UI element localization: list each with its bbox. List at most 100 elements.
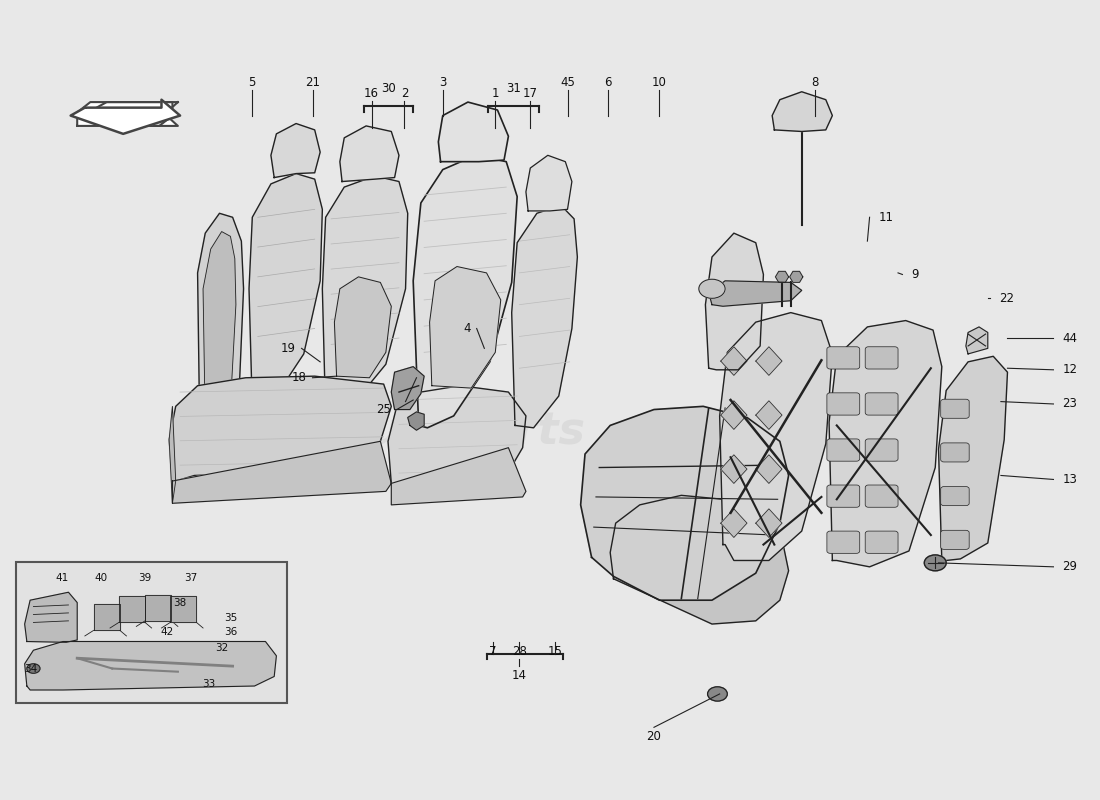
Polygon shape bbox=[966, 327, 988, 354]
Circle shape bbox=[698, 279, 725, 298]
Text: 5: 5 bbox=[249, 75, 256, 89]
Text: 9: 9 bbox=[911, 268, 918, 281]
Text: 40: 40 bbox=[95, 573, 108, 583]
Text: 16: 16 bbox=[364, 86, 380, 100]
Polygon shape bbox=[24, 642, 276, 690]
FancyBboxPatch shape bbox=[866, 393, 898, 415]
Text: 30: 30 bbox=[382, 82, 396, 95]
FancyBboxPatch shape bbox=[866, 346, 898, 369]
Polygon shape bbox=[720, 346, 747, 375]
Circle shape bbox=[924, 555, 946, 571]
Text: 19: 19 bbox=[282, 342, 296, 355]
Polygon shape bbox=[705, 233, 763, 370]
Polygon shape bbox=[938, 356, 1008, 561]
Text: 23: 23 bbox=[1063, 398, 1077, 410]
Text: 6: 6 bbox=[604, 75, 612, 89]
Polygon shape bbox=[790, 271, 803, 282]
Text: 33: 33 bbox=[202, 678, 216, 689]
Text: 11: 11 bbox=[878, 210, 893, 224]
FancyBboxPatch shape bbox=[866, 485, 898, 507]
Polygon shape bbox=[173, 442, 392, 503]
Text: 14: 14 bbox=[512, 669, 527, 682]
Polygon shape bbox=[756, 346, 782, 375]
Polygon shape bbox=[170, 596, 197, 622]
Polygon shape bbox=[414, 155, 517, 428]
Polygon shape bbox=[77, 102, 173, 126]
Text: 29: 29 bbox=[1063, 560, 1077, 574]
Circle shape bbox=[707, 686, 727, 701]
Text: 38: 38 bbox=[174, 598, 187, 608]
FancyBboxPatch shape bbox=[866, 531, 898, 554]
Polygon shape bbox=[756, 401, 782, 430]
Text: 1: 1 bbox=[492, 86, 499, 100]
Polygon shape bbox=[392, 366, 425, 410]
FancyBboxPatch shape bbox=[827, 485, 860, 507]
Text: 42: 42 bbox=[161, 627, 174, 637]
Text: 32: 32 bbox=[214, 643, 229, 653]
Polygon shape bbox=[720, 509, 747, 538]
Text: 2: 2 bbox=[400, 86, 408, 100]
Text: 10: 10 bbox=[652, 75, 667, 89]
Polygon shape bbox=[204, 231, 235, 426]
Polygon shape bbox=[829, 321, 942, 567]
Polygon shape bbox=[526, 155, 572, 211]
Text: 3: 3 bbox=[439, 75, 447, 89]
Polygon shape bbox=[85, 102, 178, 126]
FancyBboxPatch shape bbox=[827, 346, 860, 369]
Polygon shape bbox=[776, 271, 789, 282]
FancyBboxPatch shape bbox=[940, 530, 969, 550]
Polygon shape bbox=[708, 281, 802, 306]
Text: 45: 45 bbox=[560, 75, 575, 89]
FancyBboxPatch shape bbox=[827, 439, 860, 461]
Text: 20: 20 bbox=[647, 730, 661, 742]
FancyBboxPatch shape bbox=[827, 531, 860, 554]
Text: 36: 36 bbox=[223, 627, 236, 637]
Text: 25: 25 bbox=[376, 403, 392, 416]
Polygon shape bbox=[334, 277, 392, 378]
Polygon shape bbox=[720, 401, 747, 430]
Polygon shape bbox=[388, 386, 526, 489]
Text: 35: 35 bbox=[223, 613, 236, 622]
FancyBboxPatch shape bbox=[940, 443, 969, 462]
Text: 34: 34 bbox=[24, 663, 37, 674]
Polygon shape bbox=[392, 448, 526, 505]
Text: 22: 22 bbox=[999, 292, 1014, 305]
Text: 39: 39 bbox=[139, 573, 152, 583]
Polygon shape bbox=[322, 176, 408, 416]
Polygon shape bbox=[408, 412, 425, 430]
Text: europarts: europarts bbox=[340, 410, 585, 454]
Polygon shape bbox=[169, 376, 392, 481]
Text: 7: 7 bbox=[490, 645, 497, 658]
Text: 13: 13 bbox=[1063, 473, 1077, 486]
Polygon shape bbox=[581, 406, 789, 600]
FancyBboxPatch shape bbox=[940, 486, 969, 506]
Text: 37: 37 bbox=[185, 573, 198, 583]
Polygon shape bbox=[720, 455, 747, 483]
Polygon shape bbox=[70, 100, 180, 134]
FancyBboxPatch shape bbox=[866, 439, 898, 461]
Polygon shape bbox=[512, 206, 578, 428]
Polygon shape bbox=[719, 313, 833, 561]
Polygon shape bbox=[340, 126, 399, 182]
Text: 15: 15 bbox=[548, 645, 563, 658]
Polygon shape bbox=[439, 102, 508, 162]
Polygon shape bbox=[169, 406, 176, 503]
Polygon shape bbox=[145, 594, 172, 621]
Polygon shape bbox=[198, 214, 243, 436]
Text: 4: 4 bbox=[464, 322, 471, 335]
Text: 41: 41 bbox=[55, 573, 68, 583]
Polygon shape bbox=[271, 123, 320, 178]
Text: 21: 21 bbox=[305, 75, 320, 89]
Text: 8: 8 bbox=[811, 75, 818, 89]
Polygon shape bbox=[249, 174, 322, 408]
Polygon shape bbox=[610, 495, 789, 624]
Text: 28: 28 bbox=[512, 645, 527, 658]
Polygon shape bbox=[756, 455, 782, 483]
Polygon shape bbox=[119, 596, 145, 622]
Text: 17: 17 bbox=[522, 86, 538, 100]
Circle shape bbox=[26, 664, 40, 674]
Polygon shape bbox=[94, 604, 120, 630]
FancyBboxPatch shape bbox=[827, 393, 860, 415]
Text: 31: 31 bbox=[506, 82, 520, 95]
Polygon shape bbox=[756, 509, 782, 538]
